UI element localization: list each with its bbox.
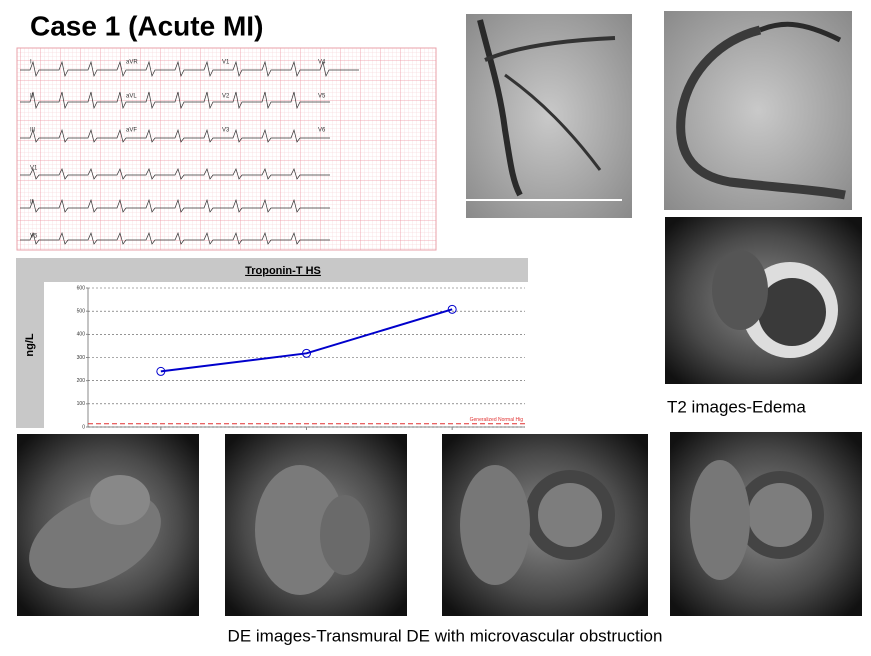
data-point — [302, 348, 311, 358]
ecg-lead-label: V1 — [30, 166, 38, 172]
ecg-lead-label: V6 — [318, 128, 326, 134]
ecg-strip — [16, 47, 437, 251]
ecg-lead-label: aVR — [126, 60, 138, 66]
ecg-lead-label: V2 — [222, 94, 230, 100]
t2-mri-image — [665, 217, 862, 384]
ecg-lead-label: V4 — [318, 60, 326, 66]
de-mri-image — [17, 434, 199, 616]
chart-title: Troponin-T HS — [245, 265, 321, 277]
troponin-chart: Troponin-T HS ng/L 0 100 200 300 400 500 600 Gene… — [24, 265, 525, 430]
de-mri-image — [442, 434, 648, 616]
reference-label: Generalized Normal Hig — [470, 417, 524, 423]
ecg-lead-label: V1 — [222, 60, 230, 66]
y-tick-label: 500 — [77, 308, 86, 314]
ecg-lead-label: II — [30, 200, 34, 206]
de-caption: DE images-Transmural DE with microvascul… — [228, 626, 663, 645]
angiogram-left — [466, 14, 632, 218]
ecg-lead-label: aVF — [126, 128, 137, 134]
y-tick-label: 100 — [77, 401, 86, 407]
y-tick-label: 300 — [77, 355, 86, 361]
data-point — [447, 304, 457, 314]
y-tick-label: 600 — [77, 285, 86, 291]
ecg-lead-label: II — [30, 94, 34, 100]
ecg-lead-label: aVL — [126, 94, 137, 100]
data-line — [160, 308, 453, 373]
de-mri-image — [225, 434, 407, 616]
ecg-lead-label: V5 — [318, 94, 326, 100]
slide-title: Case 1 (Acute MI) — [30, 10, 263, 41]
y-tick-label: 200 — [77, 378, 86, 384]
angiogram-right — [664, 11, 852, 210]
ecg-lead-label: III — [30, 128, 35, 134]
y-axis-label: ng/L — [24, 333, 36, 356]
ecg-lead-label: I — [30, 60, 32, 66]
ecg-lead-label: V3 — [222, 128, 230, 134]
de-mri-image — [670, 432, 862, 616]
y-tick-label: 0 — [82, 424, 85, 430]
t2-caption: T2 images-Edema — [667, 397, 806, 416]
y-tick-label: 400 — [77, 332, 86, 338]
chart-panel — [16, 258, 528, 428]
ecg-lead-label: V5 — [30, 234, 38, 240]
data-point — [156, 366, 166, 376]
